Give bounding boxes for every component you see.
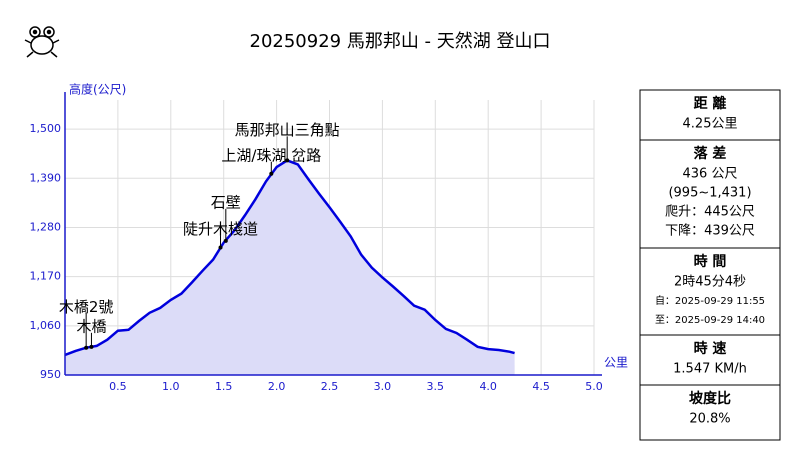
section-title: 距 離 (694, 95, 727, 112)
waypoint-label: 石壁 (211, 193, 241, 211)
x-tick-label: 2.0 (268, 380, 286, 393)
x-tick-label: 3.5 (427, 380, 445, 393)
section-line: 4.25公里 (683, 117, 738, 132)
section-title: 時 速 (694, 340, 727, 357)
section-line: 2時45分4秒 (674, 275, 746, 290)
y-tick-label: 1,280 (30, 220, 62, 233)
area-fill (65, 160, 515, 375)
x-axis-label: 公里 (604, 356, 628, 370)
section-title: 時 間 (694, 253, 727, 270)
x-tick-label: 1.0 (162, 380, 180, 393)
x-tick-label: 4.5 (532, 380, 550, 393)
y-tick-label: 1,060 (30, 319, 62, 332)
y-tick-label: 1,500 (30, 122, 62, 135)
x-tick-label: 4.0 (479, 380, 497, 393)
x-tick-label: 3.0 (374, 380, 392, 393)
x-tick-label: 2.5 (321, 380, 339, 393)
waypoint (269, 171, 274, 176)
panel-section (639, 139, 781, 249)
waypoint (223, 238, 228, 243)
waypoint (89, 344, 94, 349)
waypoint-label: 馬那邦山三角點 (235, 121, 340, 139)
chart-title: 20250929 馬那邦山 - 天然湖 登山口 (250, 31, 551, 52)
waypoint (84, 345, 89, 350)
waypoint-label: 上湖/珠湖 岔路 (221, 146, 321, 164)
section-line: 爬升：445公尺 (665, 205, 755, 220)
section-line: 下降：439公尺 (665, 224, 755, 239)
section-title: 坡度比 (689, 390, 731, 407)
x-tick-label: 5.0 (585, 380, 603, 393)
waypoint-label: 陡升木棧道 (183, 220, 258, 238)
waypoint-label: 木橋 (76, 317, 106, 335)
panel-section (639, 384, 781, 441)
section-line: 1.547 KM/h (673, 362, 747, 377)
x-tick-label: 0.5 (109, 380, 127, 393)
y-axis-label: 高度(公尺) (69, 82, 126, 97)
section-line: 20.8% (689, 412, 730, 427)
panel-section (639, 89, 781, 141)
y-tick-label: 950 (40, 368, 61, 381)
waypoint-label: 木橋2號 (59, 298, 114, 316)
x-tick-label: 1.5 (215, 380, 233, 393)
y-tick-label: 1,390 (30, 171, 62, 184)
section-line: (995~1,431) (668, 186, 751, 201)
section-line: 436 公尺 (683, 167, 738, 182)
section-line: 自：2025-09-29 11:55 (655, 294, 765, 307)
section-line: 至：2025-09-29 14:40 (655, 314, 765, 326)
waypoint (285, 158, 290, 163)
frog-logo (24, 26, 60, 58)
y-tick-label: 1,170 (30, 270, 62, 283)
panel-section (639, 247, 781, 336)
waypoint (218, 245, 223, 250)
section-title: 落 差 (694, 145, 727, 162)
